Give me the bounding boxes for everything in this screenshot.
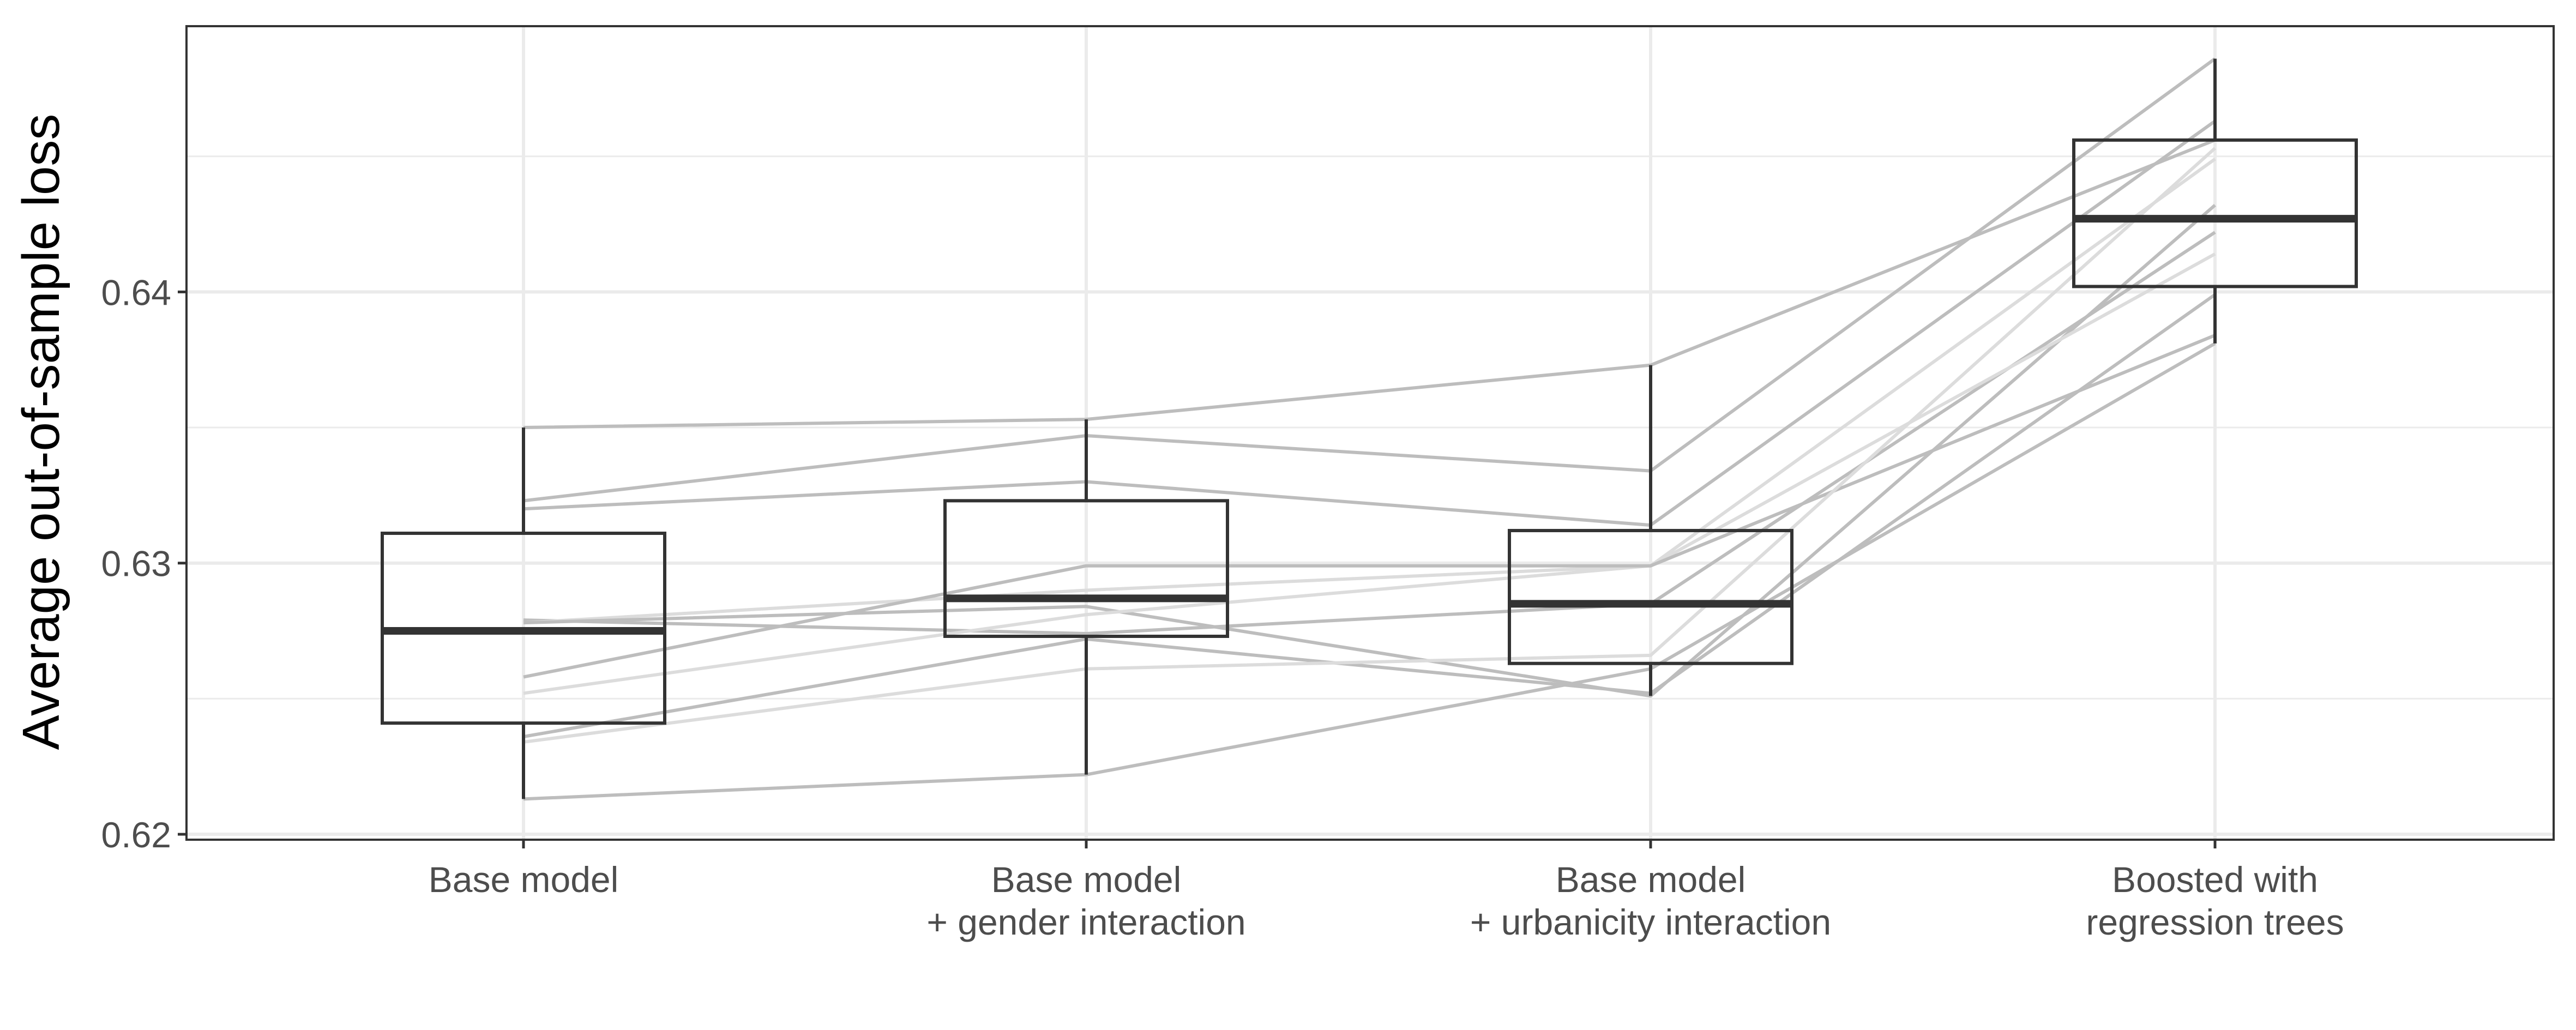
series-line-10 [523, 147, 2217, 744]
series-line-1 [523, 138, 2216, 430]
box-3 [1508, 365, 1793, 696]
x-tick-label: + urbanicity interaction [1470, 902, 1831, 942]
grid-lines [186, 26, 2554, 840]
box-iqr [943, 499, 1229, 638]
y-tick-label: 0.63 [101, 544, 171, 584]
x-tick-label: Base model [429, 859, 619, 900]
series-line-7 [523, 252, 2216, 695]
box-1 [381, 427, 666, 799]
box-series [381, 58, 2358, 799]
x-tick-label: Boosted with [2112, 859, 2318, 900]
x-tick-label: Base model [1556, 859, 1746, 900]
box-iqr [2072, 138, 2358, 288]
series-line-3 [523, 119, 2216, 527]
series-line-11 [523, 342, 2216, 801]
y-tick-label: 0.62 [101, 815, 171, 855]
series-line-2 [523, 57, 2216, 503]
y-tick-label: 0.64 [101, 272, 171, 312]
box-2 [943, 419, 1229, 775]
box-4 [2072, 58, 2358, 344]
series-line-4 [523, 231, 2216, 636]
y-axis-title: Average out-of-sample loss [12, 114, 70, 750]
x-tick-label: regression trees [2086, 902, 2344, 942]
x-axis: Base model Base model+ gender interaction… [429, 840, 2344, 942]
series-line-8 [523, 334, 2216, 679]
x-tick-label: + gender interaction [926, 902, 1245, 942]
panel-border [185, 25, 2555, 841]
series-line-9 [523, 293, 2216, 738]
box-iqr [1508, 529, 1793, 665]
y-axis: 0.62 0.63 0.64 [101, 272, 186, 855]
x-tick-label: Base model [991, 859, 1182, 900]
series-line-5 [523, 158, 2216, 625]
model-lines [523, 57, 2217, 801]
